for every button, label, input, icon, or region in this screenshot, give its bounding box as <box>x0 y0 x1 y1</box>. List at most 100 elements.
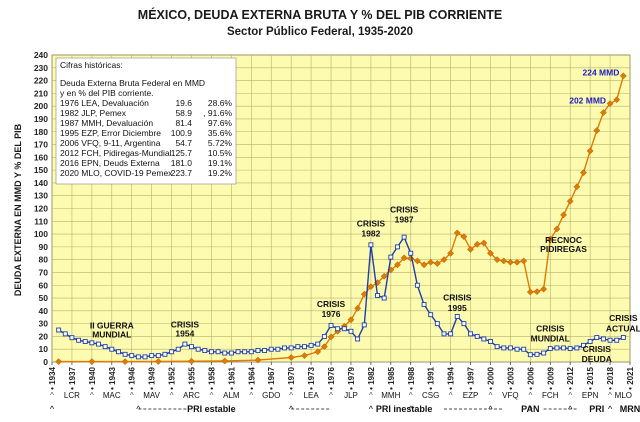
president-caret: ^ <box>249 391 253 400</box>
president-label: LCR <box>64 391 80 400</box>
data-point-pib <box>507 345 513 351</box>
annotation-label: CRISIS <box>171 319 200 329</box>
president-label: ARC <box>183 391 200 400</box>
data-point-deuda <box>380 272 388 280</box>
data-point-deuda <box>613 96 621 104</box>
data-point-pib <box>368 242 374 248</box>
x-tick-label: • 1949 <box>148 366 157 389</box>
data-point-pib <box>501 345 507 351</box>
data-point-pib <box>129 353 135 359</box>
president-caret: ^ <box>329 391 333 400</box>
y-tick-label: 120 <box>34 204 48 214</box>
data-point-deuda <box>586 147 594 155</box>
data-point-deuda <box>619 72 627 80</box>
history-table-box <box>55 57 237 185</box>
data-point-deuda <box>400 254 408 262</box>
data-point-deuda <box>513 258 521 266</box>
data-point-pib <box>208 349 214 355</box>
x-tick-label: • 2015 <box>586 366 595 389</box>
history-row-label: 1995 EZP, Error Diciembre <box>60 128 161 138</box>
y-tick-label: 60 <box>39 280 49 290</box>
data-point-pib <box>62 331 68 337</box>
president-label: FCH <box>542 391 559 400</box>
y-tick-label: 160 <box>34 152 48 162</box>
data-point-pib <box>142 354 148 360</box>
y-tick-label: 10 <box>39 344 49 354</box>
data-point-pib <box>355 336 361 342</box>
data-point-pib <box>149 353 155 359</box>
data-point-pib <box>242 349 248 355</box>
x-tick-label: • 1955 <box>188 366 197 389</box>
data-point-pib <box>328 322 334 328</box>
data-point-pib <box>96 341 101 347</box>
party-caret: ^ <box>528 404 533 414</box>
annotation-label: 1954 <box>175 328 194 338</box>
y-tick-label: 190 <box>34 114 48 124</box>
party-caret: ^ <box>409 404 414 414</box>
x-tick-label: • 1973 <box>307 366 316 389</box>
data-point-pib <box>222 350 228 356</box>
annotation-label: 224 MMD <box>583 67 620 77</box>
president-label: EZP <box>463 391 479 400</box>
y-tick-label: 220 <box>34 76 48 86</box>
data-point-pib <box>282 345 287 351</box>
data-point-pib <box>607 337 613 343</box>
data-point-pib <box>262 348 268 353</box>
president-label: CSG <box>422 391 439 400</box>
data-point-deuda <box>540 285 548 293</box>
data-point-deuda <box>473 240 481 248</box>
data-point-deuda <box>347 316 355 324</box>
history-row-label: 1987 MMH, Devaluación <box>60 118 153 128</box>
data-point-pib <box>335 326 341 332</box>
x-tick-label: • 2009 <box>546 366 555 389</box>
president-label: VFQ <box>502 391 518 400</box>
data-point-pib <box>202 348 208 353</box>
history-row-pib: , 91.6% <box>203 108 232 118</box>
data-point-deuda <box>606 100 614 108</box>
y-axis: 0 10 20 30 40 50 60 70 80 90 100 110 120 130 140 150 160… <box>34 50 48 367</box>
y-tick-label: 130 <box>34 191 48 201</box>
data-point-pib <box>434 321 440 327</box>
y-tick-label: 80 <box>39 255 49 265</box>
x-tick-label: • 2012 <box>566 366 575 389</box>
president-label: ALM <box>223 391 240 400</box>
data-point-deuda <box>460 233 468 241</box>
data-point-deuda <box>553 225 561 233</box>
x-tick-label: • 1964 <box>247 366 256 389</box>
annotation-label: CRISIS <box>317 299 346 309</box>
data-point-pib <box>547 346 553 352</box>
data-point-deuda <box>453 229 461 237</box>
data-point-pib <box>574 345 580 351</box>
president-caret: ^ <box>90 391 94 400</box>
data-point-pib <box>481 336 487 342</box>
data-point-pib <box>594 335 600 341</box>
y-tick-label: 140 <box>34 178 48 188</box>
y-axis-label: DEUDA EXTERNA EN MMD Y % DEL PIB <box>13 123 23 296</box>
party-caret: ^ <box>608 404 613 414</box>
history-row-mmd: 19.6 <box>175 98 192 108</box>
data-point-deuda <box>154 358 162 365</box>
data-point-pib <box>102 344 108 350</box>
data-point-deuda <box>440 256 448 264</box>
data-point-pib <box>308 342 314 348</box>
president-caret: ^ <box>608 391 612 400</box>
party-label: PAN <box>521 404 539 414</box>
president-caret: ^ <box>528 391 532 400</box>
annotation-label: CRISIS <box>609 313 638 323</box>
data-point-deuda <box>287 354 295 361</box>
x-tick-label: • 1985 <box>387 366 396 389</box>
data-point-pib <box>315 341 321 347</box>
history-row-label: 2020 MLO, COVID-19 Pemex <box>60 168 173 178</box>
annotation-label: 1976 <box>322 309 341 319</box>
president-label: LEA <box>304 391 320 400</box>
x-tick-label: • 2000 <box>486 366 495 389</box>
president-label: MAC <box>103 391 121 400</box>
data-point-deuda <box>327 333 335 341</box>
x-tick-label: • 2021 <box>626 366 635 389</box>
y-tick-label: 150 <box>34 165 48 175</box>
president-label: MLO <box>615 391 632 400</box>
president-caret: ^ <box>289 391 293 400</box>
history-row-mmd: 125.7 <box>171 148 193 158</box>
data-point-deuda <box>573 183 581 191</box>
x-tick-label: • 1976 <box>327 366 336 389</box>
